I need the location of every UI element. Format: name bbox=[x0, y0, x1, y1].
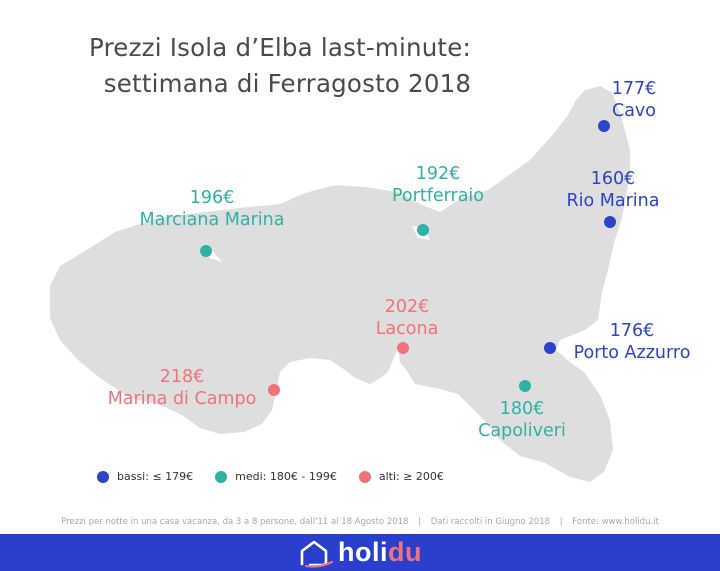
holidu-logo[interactable]: holidu bbox=[298, 537, 422, 568]
label-rio-marina: 160€ Rio Marina bbox=[567, 168, 660, 212]
price-lacona: 202€ bbox=[384, 297, 430, 317]
footnote-source: Fonte: www.holidu.it bbox=[572, 517, 659, 527]
name-marina-di-campo: Marina di Campo bbox=[107, 389, 257, 409]
price-marciana-marina: 196€ bbox=[189, 188, 235, 208]
name-porto-azzurro: Porto Azzurro bbox=[573, 343, 691, 363]
price-cavo: 177€ bbox=[611, 79, 657, 99]
source-footnote: Prezzi per notte in una casa vacanza, da… bbox=[0, 517, 720, 527]
name-portferraio: Portferraio bbox=[392, 186, 484, 206]
name-lacona: Lacona bbox=[375, 319, 439, 339]
name-cavo: Cavo bbox=[611, 101, 657, 121]
price-legend: bassi: ≤ 179€ medi: 180€ - 199€ alti: ≥ … bbox=[97, 470, 466, 483]
legend-item-medium: medi: 180€ - 199€ bbox=[215, 470, 337, 483]
map-title: Prezzi Isola d’Elba last-minute: settima… bbox=[0, 30, 720, 102]
marker-marina-di-campo[interactable] bbox=[268, 384, 280, 396]
marker-portferraio[interactable] bbox=[417, 224, 429, 236]
title-line-1: Prezzi Isola d’Elba last-minute: bbox=[89, 33, 471, 62]
legend-label-medium: medi: 180€ - 199€ bbox=[235, 470, 337, 483]
legend-label-low: bassi: ≤ 179€ bbox=[117, 470, 194, 483]
lacona-inlet bbox=[378, 348, 400, 383]
label-marciana-marina: 196€ Marciana Marina bbox=[140, 187, 285, 231]
logo-wordmark: holidu bbox=[338, 537, 422, 568]
legend-dot-high bbox=[358, 470, 371, 483]
price-marina-di-campo: 218€ bbox=[159, 367, 205, 387]
label-lacona: 202€ Lacona bbox=[376, 296, 439, 340]
house-outline-icon bbox=[300, 540, 334, 568]
price-porto-azzurro: 176€ bbox=[609, 321, 655, 341]
price-portferraio: 192€ bbox=[415, 164, 461, 184]
legend-dot-low bbox=[97, 470, 109, 483]
price-capoliveri: 180€ bbox=[499, 399, 545, 419]
label-capoliveri: 180€ Capoliveri bbox=[478, 398, 566, 442]
name-rio-marina: Rio Marina bbox=[566, 191, 660, 211]
legend-item-high: alti: ≥ 200€ bbox=[358, 470, 444, 483]
location-markers bbox=[200, 120, 616, 396]
footnote-period: Prezzi per notte in una casa vacanza, da… bbox=[61, 517, 409, 527]
legend-dot-medium bbox=[215, 470, 228, 483]
footnote-separator-1: | bbox=[418, 517, 422, 527]
island-shape bbox=[50, 86, 630, 482]
northern-coast-edge bbox=[321, 183, 341, 187]
marker-marciana-marina[interactable] bbox=[200, 245, 212, 257]
marker-lacona[interactable] bbox=[397, 342, 409, 354]
marker-rio-marina[interactable] bbox=[604, 216, 616, 228]
marker-cavo[interactable] bbox=[598, 120, 610, 132]
label-portferraio: 192€ Portferraio bbox=[392, 163, 484, 207]
name-capoliveri: Capoliveri bbox=[478, 421, 566, 441]
title-line-2: settimana di Ferragosto 2018 bbox=[103, 69, 472, 98]
marker-capoliveri[interactable] bbox=[519, 380, 531, 392]
label-porto-azzurro: 176€ Porto Azzurro bbox=[574, 320, 691, 364]
marker-porto-azzurro[interactable] bbox=[544, 342, 556, 354]
logo-wordmark-main: holi bbox=[338, 537, 388, 567]
footnote-collected: Dati raccolti in Giugno 2018 bbox=[430, 517, 551, 527]
legend-label-high: alti: ≥ 200€ bbox=[378, 470, 444, 483]
logo-wordmark-accent: du bbox=[388, 537, 422, 567]
footnote-separator-2: | bbox=[559, 517, 563, 527]
label-cavo: 177€ Cavo bbox=[612, 78, 657, 122]
price-rio-marina: 160€ bbox=[590, 169, 636, 189]
label-marina-di-campo: 218€ Marina di Campo bbox=[108, 366, 257, 410]
legend-item-low: bassi: ≤ 179€ bbox=[97, 470, 193, 483]
brand-footer: holidu bbox=[0, 534, 720, 571]
name-marciana-marina: Marciana Marina bbox=[139, 210, 285, 230]
